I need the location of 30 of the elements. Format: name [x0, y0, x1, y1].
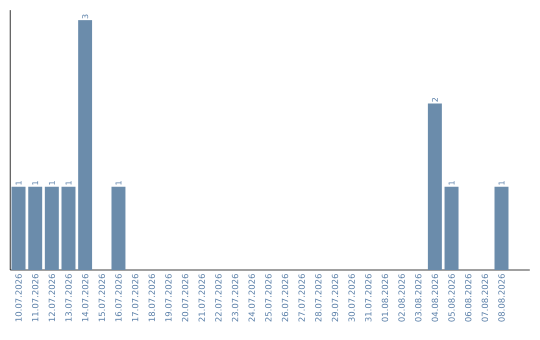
x-tick-label: 21.07.2026	[198, 274, 205, 322]
x-tick-label: 14.07.2026	[82, 274, 88, 322]
x-tick-label: 19.07.2026	[165, 274, 172, 322]
x-tick-label: 10.07.2026	[15, 274, 22, 322]
x-tick-label: 15.07.2026	[98, 274, 106, 322]
x-tick-label: 11.07.2026	[32, 274, 38, 322]
x-tick-label: 30.07.2026	[348, 274, 355, 322]
x-tick-label: 31.07.2026	[365, 274, 372, 322]
x-tick-label: 23.07.2026	[232, 274, 238, 322]
x-tick-label: 22.07.2026	[215, 274, 222, 322]
x-tick-label: 02.08.2026	[398, 274, 405, 322]
x-tick-label: 13.07.2026	[65, 274, 72, 322]
x-tick-label: 01.08.2026	[382, 274, 388, 322]
x-tick-label: 04.08.2026	[432, 274, 438, 322]
x-tick-label: 27.07.2026	[298, 274, 305, 322]
x-tick-label: 28.07.2026	[315, 274, 322, 322]
x-tick-label: 05.08.2026	[448, 274, 455, 322]
x-tick-label: 17.07.2026	[132, 274, 138, 322]
x-tick-label: 18.07.2026	[148, 274, 155, 322]
x-tick-label: 06.08.2026	[464, 274, 472, 322]
x-tick-label: 26.07.2026	[282, 274, 288, 322]
x-tick-label: 12.07.2026	[48, 274, 56, 322]
x-tick-label: 08.08.2026	[498, 274, 505, 322]
x-tick-label: 25.07.2026	[265, 274, 272, 322]
x-tick-label: 29.07.2026	[332, 274, 338, 322]
x-tick-label: 16.07.2026	[115, 274, 122, 322]
x-tick-label: 07.08.2026	[482, 274, 488, 322]
x-tick-label: 24.07.2026	[248, 274, 255, 322]
x-tick-label: 03.08.2026	[415, 274, 422, 322]
x-tick-label: 20.07.2026	[182, 274, 188, 322]
